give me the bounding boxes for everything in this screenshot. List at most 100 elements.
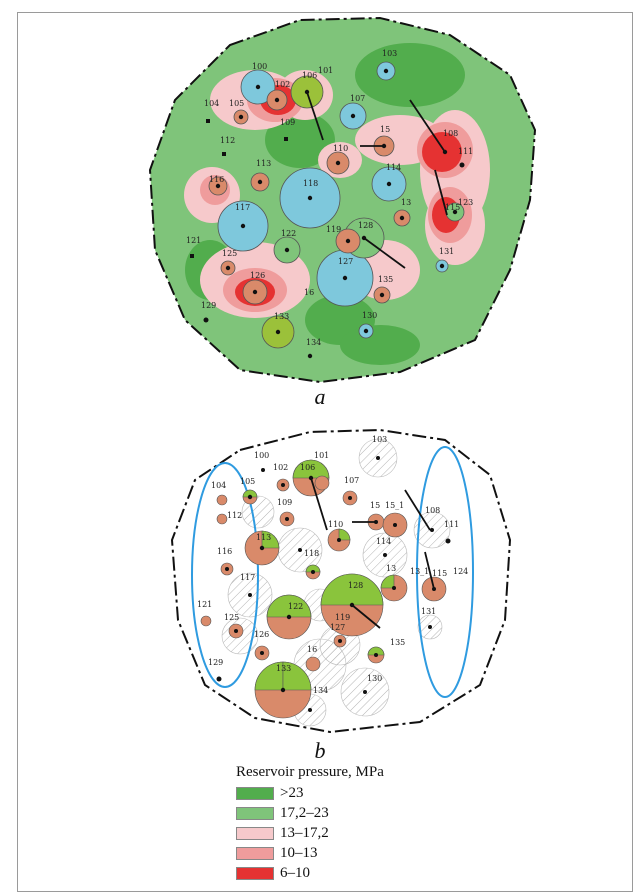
well-trajectories-b <box>310 477 435 629</box>
well-label-a: 15 <box>380 125 390 134</box>
well-label-b: 131 <box>421 607 436 616</box>
well-label-b: 114 <box>376 537 391 546</box>
well-label-a: 133 <box>274 312 289 321</box>
well-label-b: 126 <box>254 630 269 639</box>
well-label-b: 109 <box>277 498 292 507</box>
well-label-a: 13 <box>401 198 411 207</box>
well-label-b: 133 <box>276 664 291 673</box>
well-label-b: 106 <box>300 463 315 472</box>
well-labels-b: 100 101 102 103 104 105 106 107 108 109 … <box>197 435 468 695</box>
well-label-b: 110 <box>328 520 343 529</box>
well-label-b: 124 <box>453 567 468 576</box>
legend-label: 6–10 <box>280 864 310 881</box>
well-labels-a: 100 101 102 103 104 105 106 107 108 109 … <box>186 49 473 347</box>
legend-item: 6–10 <box>236 863 384 883</box>
well-label-a: 109 <box>280 118 295 127</box>
legend-item: 10–13 <box>236 843 384 863</box>
well-label-b: 100 <box>254 451 269 460</box>
well-label-a: 135 <box>378 275 393 284</box>
well-label-a: 123 <box>458 198 473 207</box>
zone-west <box>191 462 259 688</box>
well-label-a: 106 <box>302 71 317 80</box>
well-label-a: 116 <box>209 175 224 184</box>
well-label-b: 16 <box>307 645 317 654</box>
well-label-a: 125 <box>222 249 237 258</box>
well-label-a: 119 <box>326 225 341 234</box>
legend-title: Reservoir pressure, MPa <box>236 764 384 780</box>
legend-label: 10–13 <box>280 844 318 861</box>
well-label-b: 108 <box>425 506 440 515</box>
well-label-b: 15_1 <box>385 501 404 510</box>
well-label-b: 121 <box>197 600 212 609</box>
well-label-a: 105 <box>229 99 244 108</box>
well-label-a: 111 <box>458 147 473 156</box>
well-label-a: 130 <box>362 311 377 320</box>
map-a: 100 101 102 103 104 105 106 107 108 109 … <box>148 16 537 409</box>
well-label-b: 111 <box>444 520 459 529</box>
well-label-a: 108 <box>443 129 458 138</box>
well-label-b: 101 <box>314 451 329 460</box>
well-label-a: 115 <box>445 203 460 212</box>
well-label-b: 112 <box>227 511 242 520</box>
well-label-b: 116 <box>217 547 232 556</box>
panel-caption-a: a <box>315 384 326 409</box>
well-label-b: 117 <box>240 573 255 582</box>
well-label-a: 128 <box>358 221 373 230</box>
figure-canvas: 100 101 102 103 104 105 106 107 108 109 … <box>148 16 537 763</box>
well-label-b: 130 <box>367 674 382 683</box>
well-label-a: 110 <box>333 144 348 153</box>
legend-swatch <box>236 826 274 840</box>
well-label-a: 114 <box>386 163 401 172</box>
well-label-b: 119 <box>335 613 350 622</box>
well-label-b: 113 <box>256 533 271 542</box>
well-label-b: 135 <box>390 638 405 647</box>
legend-item: 13–17,2 <box>236 823 384 843</box>
well-label-b: 127 <box>330 623 345 632</box>
zone-east <box>416 446 474 698</box>
legend-label: >23 <box>280 784 304 801</box>
well-label-b: 103 <box>372 435 387 444</box>
well-label-a: 16 <box>304 288 314 297</box>
well-label-b: 107 <box>344 476 359 485</box>
well-label-b: 102 <box>273 463 288 472</box>
well-label-b: 104 <box>211 481 226 490</box>
well-label-b: 13 <box>386 564 396 573</box>
well-label-b: 118 <box>304 549 319 558</box>
well-markers-a <box>190 68 465 359</box>
legend: Reservoir pressure, MPa >23 17,2–23 13–1… <box>236 764 384 883</box>
well-label-a: 100 <box>252 62 267 71</box>
well-label-a: 103 <box>382 49 397 58</box>
well-label-b: 13_1 <box>410 567 429 576</box>
legend-swatch <box>236 846 274 860</box>
well-label-b: 129 <box>208 658 223 667</box>
well-label-a: 117 <box>235 203 250 212</box>
legend-swatch <box>236 806 274 820</box>
well-label-a: 104 <box>204 99 219 108</box>
well-label-a: 102 <box>275 80 290 89</box>
well-label-b: 105 <box>240 477 255 486</box>
well-label-a: 118 <box>303 179 318 188</box>
well-label-a: 112 <box>220 136 235 145</box>
legend-item: 17,2–23 <box>236 803 384 823</box>
well-trajectories-a <box>306 91 448 269</box>
well-label-b: 115 <box>432 569 447 578</box>
well-label-a: 113 <box>256 159 271 168</box>
map-b: 100 101 102 103 104 105 106 107 108 109 … <box>170 428 512 763</box>
legend-swatch <box>236 866 274 880</box>
legend-label: 13–17,2 <box>280 824 329 841</box>
well-label-b: 134 <box>313 686 328 695</box>
panel-caption-b: b <box>315 738 326 763</box>
well-label-a: 122 <box>281 229 296 238</box>
well-label-a: 121 <box>186 236 201 245</box>
well-label-a: 107 <box>350 94 365 103</box>
well-label-a: 129 <box>201 301 216 310</box>
legend-item: >23 <box>236 783 384 803</box>
well-label-a: 127 <box>338 257 353 266</box>
well-markers-b <box>216 456 451 712</box>
well-label-b: 128 <box>348 581 363 590</box>
well-label-a: 131 <box>439 247 454 256</box>
legend-label: 17,2–23 <box>280 804 329 821</box>
well-label-a: 126 <box>250 271 265 280</box>
well-label-b: 125 <box>224 613 239 622</box>
well-label-a: 134 <box>306 338 321 347</box>
